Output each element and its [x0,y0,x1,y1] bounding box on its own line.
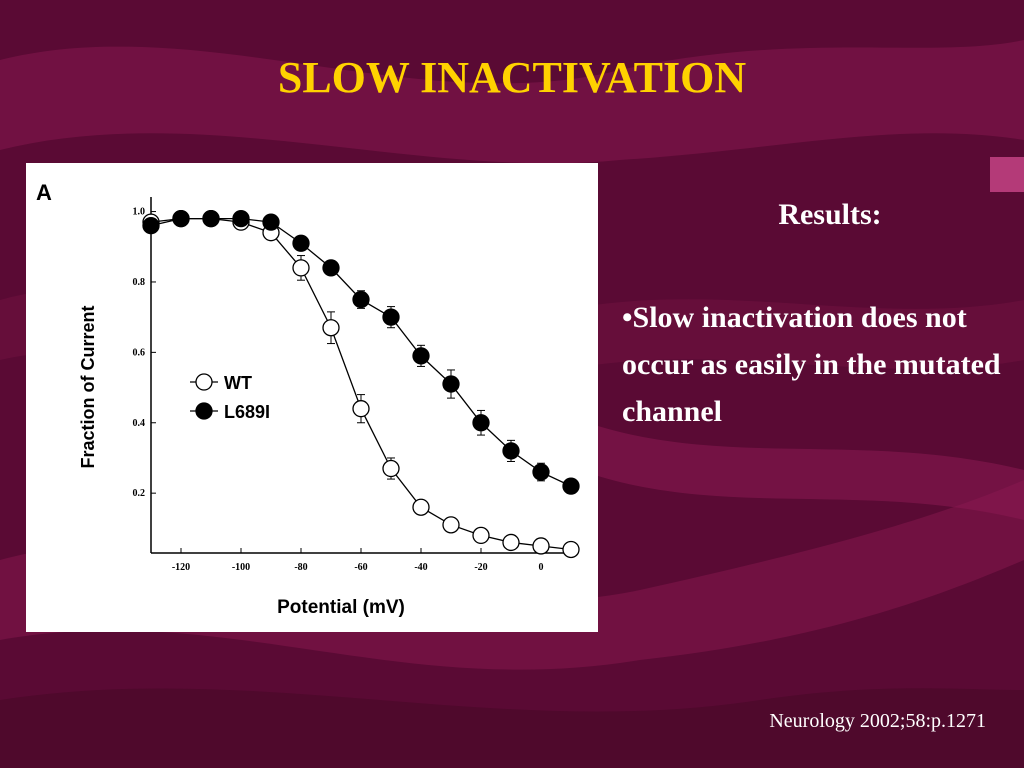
results-bullet: •Slow inactivation does not occur as eas… [622,301,1001,428]
data-point-wt [502,533,520,552]
x-tick-label: -120 [172,562,190,573]
data-point-wt [382,459,400,478]
data-point-l689i [442,375,460,393]
y-tick-label: 1.0 [133,207,146,218]
x-tick-label: -20 [474,562,487,573]
x-tick-label: -60 [354,562,367,573]
data-point-wt [442,516,460,534]
data-point-l689i [382,308,400,326]
x-axis-label: Potential (mV) [277,597,405,618]
citation: Neurology 2002;58:p.1271 [769,710,986,732]
results-heading: Results: [778,198,882,231]
figure-panel: A 1.0 0.8 0.6 0.4 0.2 -120 -100 -80 -60 -40 -20 0 Pot… [26,163,598,632]
data-point-l689i [472,414,490,432]
y-tick-label: 0.2 [133,488,146,499]
accent-tab [990,157,1024,192]
legend-marker-wt [195,373,213,391]
data-point-wt [412,498,430,516]
data-point-l689i [532,463,550,481]
y-tick-label: 0.4 [133,418,146,429]
data-point-l689i [562,477,580,495]
x-tick-label: 0 [539,562,544,573]
data-point-l689i [142,216,160,235]
data-point-l689i [262,213,280,231]
data-point-l689i [232,209,250,228]
data-point-l689i [352,290,370,309]
data-point-l689i [322,259,340,277]
data-point-wt [562,540,580,559]
y-tick-label: 0.8 [133,277,146,288]
legend-label-l689i: L689I [224,402,270,422]
legend-label-wt: WT [224,373,252,393]
data-point-wt [472,526,490,545]
data-point-l689i [412,347,430,365]
x-tick-label: -100 [232,562,250,573]
legend-marker-l689i [195,402,213,420]
data-point-l689i [502,442,520,460]
data-point-l689i [202,209,220,228]
panel-label: A [36,180,52,205]
data-point-l689i [172,209,190,228]
slide-title: SLOW INACTIVATION [277,53,747,102]
x-tick-label: -80 [294,562,307,573]
data-point-wt [352,400,370,418]
data-point-l689i [292,234,310,252]
slow-inactivation-chart: A 1.0 0.8 0.6 0.4 0.2 -120 -100 -80 -60 -40 -20 0 Pot… [36,180,580,618]
x-tick-label: -40 [414,562,427,573]
y-axis-label: Fraction of Current [78,305,98,468]
data-point-wt [532,537,550,555]
y-tick-label: 0.6 [133,347,146,358]
data-point-wt [322,319,340,337]
series-line-wt [150,217,572,551]
data-point-wt [292,259,310,277]
